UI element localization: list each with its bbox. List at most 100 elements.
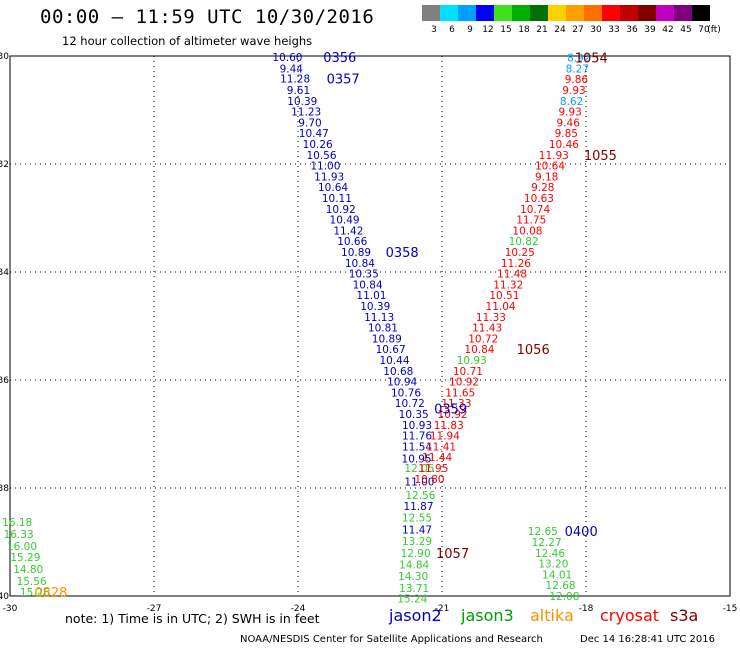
colorbar-unit: (ft) [707, 25, 721, 35]
colorbar-tick-label: 39 [644, 25, 656, 35]
swh-value: 10.64 [535, 161, 565, 173]
swh-value: 15.56 [17, 576, 47, 588]
colorbar-swatch [512, 5, 530, 21]
colorbar-tick-label: 3 [431, 25, 437, 35]
swh-value: 11.33 [476, 312, 506, 324]
x-tick-label: -15 [723, 604, 738, 614]
swh-value: 13.29 [402, 536, 432, 548]
swh-value: 11.13 [364, 312, 394, 324]
swh-value: 15.26 [20, 587, 50, 599]
colorbar-tick-label: 9 [467, 25, 473, 35]
pass-time-label: 1056 [517, 343, 550, 358]
swh-value: 10.92 [438, 409, 468, 421]
swh-value: 9.44 [280, 63, 304, 75]
colorbar-tick-label: 70 [698, 25, 710, 35]
swh-value: 11.75 [516, 215, 546, 227]
pass-time-labels: 0356 0357 0358 0359 0400 1054 1055 1056 1057 0828 [34, 51, 617, 601]
legend-s3a: s3a [670, 606, 699, 625]
swh-value: 10.71 [453, 366, 483, 378]
colorbar-swatch [620, 5, 638, 21]
swh-value: 9.70 [298, 117, 321, 129]
swh-value: 11.43 [472, 323, 502, 335]
map-axis-labels: -30 -27 -24 -21 -18 -15 -30 -32 -34 -36 -38 -40 [0, 52, 737, 614]
swh-value: 12.05 [404, 463, 434, 475]
swh-value: 11.65 [445, 387, 475, 399]
swh-value: 10.39 [287, 96, 317, 108]
colorbar-swatch [440, 5, 458, 21]
colorbar-tick-label: 30 [590, 25, 602, 35]
swh-value: 9.93 [562, 85, 585, 97]
swh-value: 10.56 [306, 150, 336, 162]
colorbar-swatch [602, 5, 620, 21]
colorbar-swatch [548, 5, 566, 21]
swh-value: 12.27 [532, 537, 562, 549]
swh-value: 10.84 [345, 258, 375, 270]
swh-value: 10.44 [379, 355, 409, 367]
swh-value: 10.66 [337, 236, 367, 248]
swh-value: 10.81 [368, 323, 398, 335]
page-subtitle: 12 hour collection of altimeter wave hei… [62, 34, 313, 48]
legend-note: note: 1) Time is in UTC; 2) SWH is in fe… [65, 611, 320, 626]
swh-value: 9.18 [535, 171, 558, 183]
swh-value: 10.35 [349, 269, 379, 281]
pass-time-label: 0400 [565, 525, 598, 540]
map-grid [9, 55, 731, 597]
swh-value: 16.18 [2, 517, 32, 529]
swh-value: 10.08 [512, 225, 542, 237]
swh-value: 12.90 [401, 548, 431, 560]
swh-value: 11.41 [426, 441, 456, 453]
swh-value: 9.61 [287, 85, 310, 97]
y-tick-label: -36 [0, 376, 9, 386]
swh-value: 10.84 [353, 279, 383, 291]
swh-value: 10.11 [322, 193, 352, 205]
colorbar-swatch [656, 5, 674, 21]
colorbar-swatch [530, 5, 548, 21]
swh-value: 12.55 [402, 513, 432, 525]
colorbar-swatch [584, 5, 602, 21]
swh-value: 10.25 [505, 247, 535, 259]
colorbar-tick-label: 27 [572, 25, 583, 35]
swh-value: 9.85 [555, 128, 578, 140]
x-tick-label: -24 [291, 604, 306, 614]
swh-value: 16.33 [4, 529, 34, 541]
y-tick-label: -34 [0, 268, 9, 278]
colorbar-tick-label: 45 [680, 25, 691, 35]
swh-value: 10.64 [318, 182, 348, 194]
swh-value: 14.84 [399, 560, 429, 572]
swh-value: 13.20 [538, 559, 568, 571]
pass-time-label: 1057 [436, 547, 469, 562]
colorbar-tick-label: 24 [554, 25, 566, 35]
swh-value: 10.46 [549, 139, 579, 151]
swh-value: 10.89 [341, 247, 371, 259]
swh-value: 10.76 [391, 387, 421, 399]
swh-value: 11.28 [280, 74, 310, 86]
pass-time-label: 0356 [323, 51, 356, 66]
swh-value: 10.49 [330, 215, 360, 227]
swh-value: 10.35 [399, 409, 429, 421]
swh-value: 12.56 [405, 490, 435, 502]
page-title: 00:00 – 11:59 UTC 10/30/2016 [40, 6, 375, 28]
colorbar-swatch [476, 5, 494, 21]
swh-value: 11.54 [402, 441, 432, 453]
swh-value: 9.28 [531, 182, 554, 194]
swh-value: 11.83 [434, 420, 464, 432]
swh-value: 10.93 [457, 355, 487, 367]
y-tick-label: -30 [0, 52, 9, 62]
swh-value: 12.08 [549, 591, 579, 603]
swh-value: 11.26 [501, 258, 531, 270]
swh-value: 14.30 [398, 571, 428, 583]
swh-value: 11.93 [539, 150, 569, 162]
swh-value: 9.86 [565, 74, 589, 86]
y-tick-label: -32 [0, 160, 9, 170]
swh-value: 15.29 [10, 552, 40, 564]
pass-time-label: 0359 [434, 403, 467, 418]
legend-jason2: jason2 [389, 606, 442, 625]
swh-value: 16.00 [7, 541, 37, 553]
colorbar-swatch [638, 5, 656, 21]
swh-value: 11.95 [418, 463, 448, 475]
pass-time-label: 0357 [327, 73, 360, 88]
swh-value: 10.60 [272, 52, 302, 64]
swh-value: 8.62 [560, 96, 583, 108]
swh-value: 8.92 [567, 53, 590, 65]
